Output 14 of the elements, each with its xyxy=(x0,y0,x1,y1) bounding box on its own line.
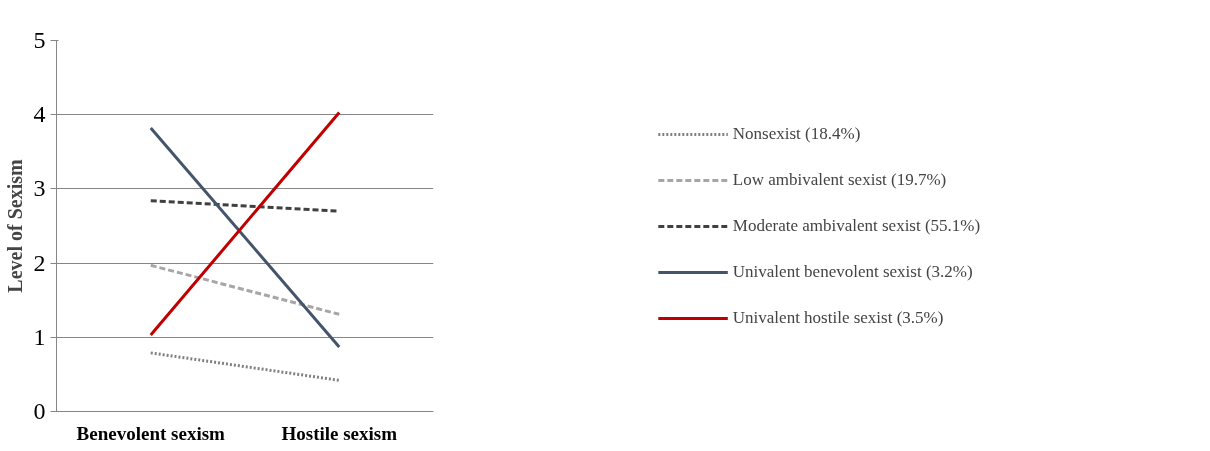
y-axis-title: Level of Sexism xyxy=(3,159,26,293)
y-tick-label: 2 xyxy=(33,249,46,276)
legend-label: Low ambivalent sexist (19.7%) xyxy=(732,169,947,190)
y-tick-label: 4 xyxy=(33,101,46,128)
legend-label: Univalent hostile sexist (3.5%) xyxy=(732,307,944,328)
y-tick-label: 0 xyxy=(33,398,46,424)
y-tick-label: 3 xyxy=(33,175,46,202)
y-tick-label: 5 xyxy=(33,27,46,53)
x-tick-label: Hostile sexism xyxy=(281,422,398,444)
y-tick-label: 1 xyxy=(33,323,46,350)
x-tick-label: Benevolent sexism xyxy=(76,422,226,444)
legend-label: Univalent benevolent sexist (3.2%) xyxy=(732,261,973,282)
legend-label: Moderate ambivalent sexist (55.1%) xyxy=(732,215,981,236)
legend-label: Nonsexist (18.4%) xyxy=(732,123,861,144)
